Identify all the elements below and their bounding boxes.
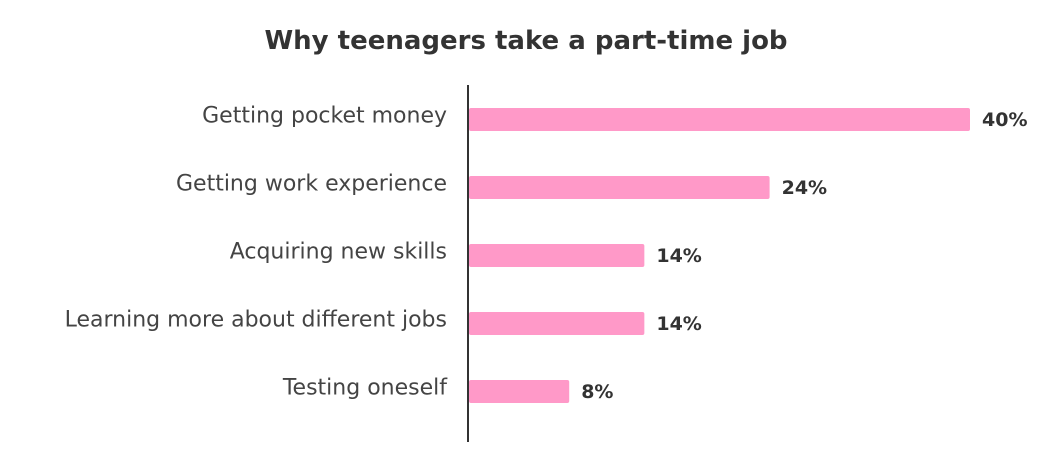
value-label-4: 14% [656, 313, 701, 335]
bar-4 [469, 312, 645, 335]
category-label-1: Getting pocket money [202, 104, 447, 129]
category-label-5: Testing oneself [282, 376, 448, 401]
bar-3 [469, 244, 645, 267]
bar-2 [469, 176, 770, 199]
category-label-2: Getting work experience [176, 172, 447, 197]
bar-5 [469, 380, 570, 403]
value-label-2: 24% [782, 177, 827, 199]
category-label-4: Learning more about different jobs [65, 308, 447, 333]
chart-title: Why teenagers take a part-time job [264, 26, 787, 56]
value-label-5: 8% [581, 381, 613, 403]
bars-group: Getting pocket money 40% Getting work expe… [65, 104, 1027, 403]
value-label-1: 40% [982, 109, 1027, 131]
value-label-3: 14% [656, 245, 701, 267]
bar-1 [469, 108, 970, 131]
category-label-3: Acquiring new skills [230, 240, 447, 265]
